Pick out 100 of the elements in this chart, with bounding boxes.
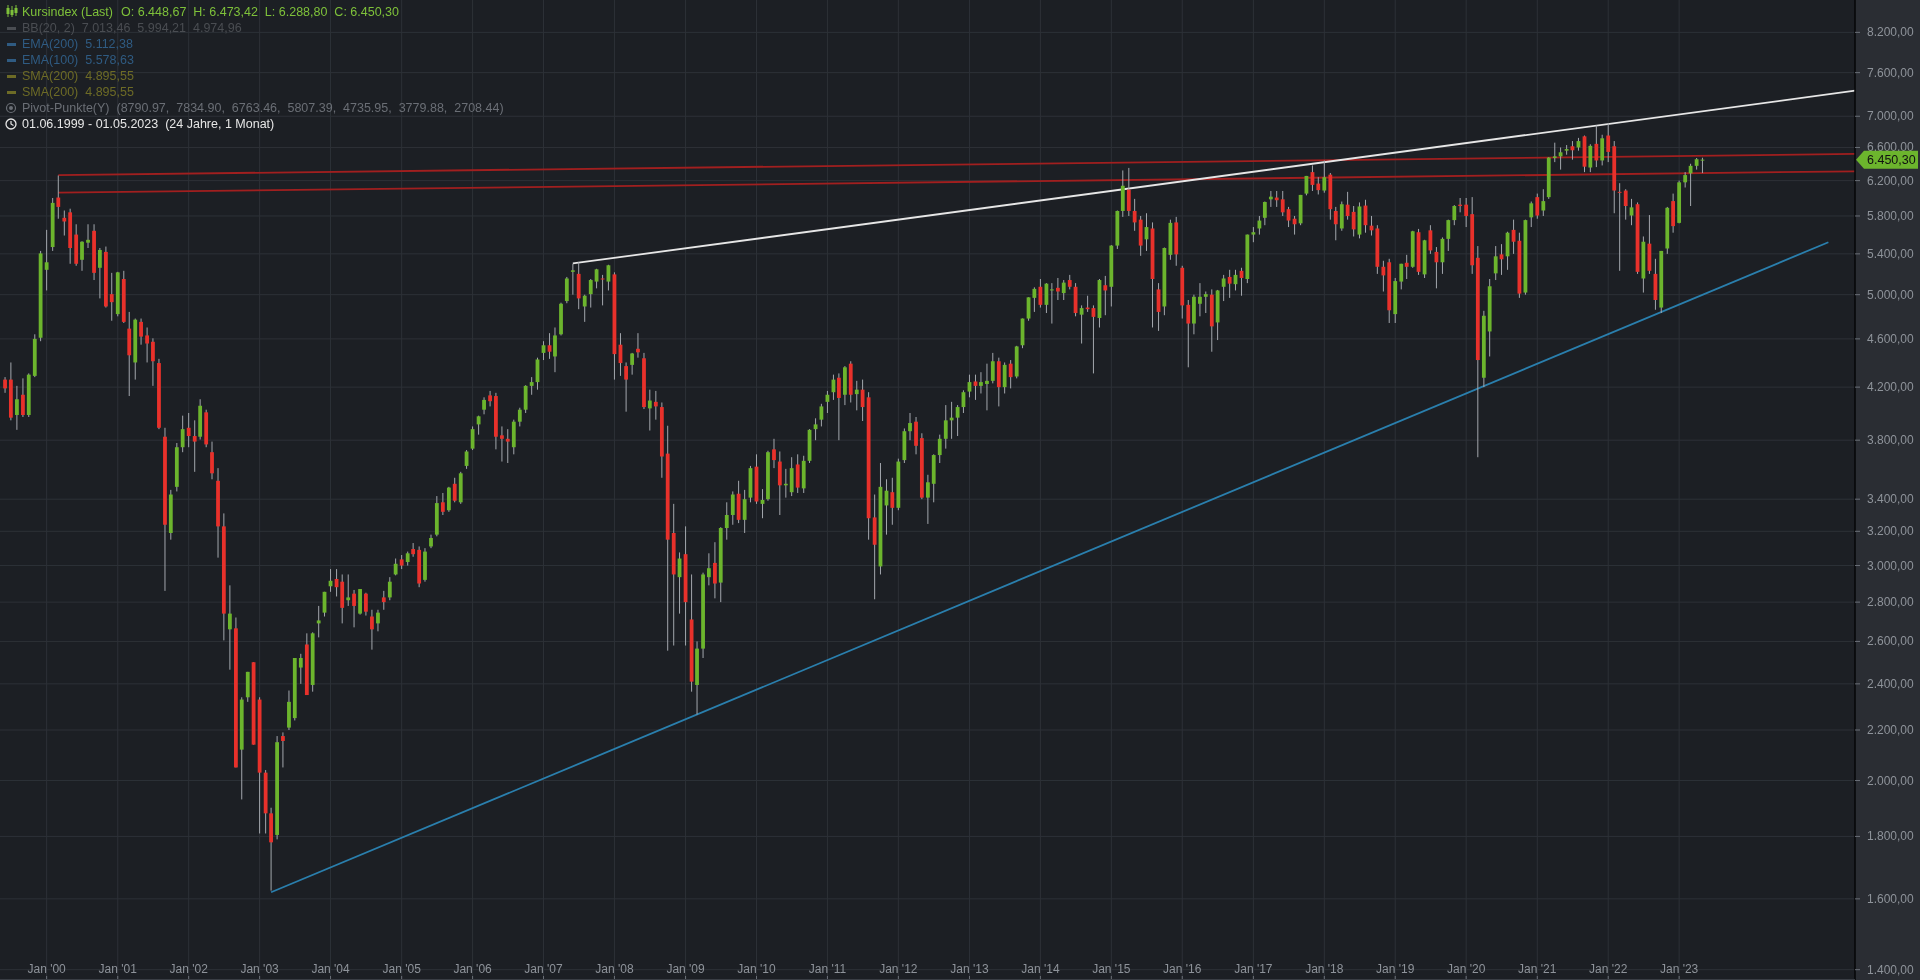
candlestick <box>316 605 321 638</box>
candlestick <box>713 541 717 599</box>
y-tick-label: 5.800,00 <box>1867 208 1915 223</box>
candlestick <box>1032 286 1037 313</box>
candlestick <box>364 592 368 617</box>
x-tick-label: Jan '22 <box>1589 962 1628 976</box>
x-tick-label: Jan '17 <box>1234 962 1273 976</box>
x-tick-label: Jan '06 <box>453 962 493 976</box>
candlestick <box>1623 188 1628 221</box>
annotation: SMA(200) 4.895,55 <box>22 69 134 83</box>
candlestick <box>985 363 989 411</box>
candlestick <box>97 247 102 299</box>
candlestick <box>564 276 569 304</box>
candlestick <box>624 361 629 413</box>
candlestick <box>56 175 61 220</box>
candlestick <box>1203 291 1208 314</box>
candlestick <box>1606 122 1611 163</box>
candlestick <box>517 407 522 427</box>
candlestick <box>1103 275 1108 316</box>
candlestick <box>1688 163 1693 207</box>
candlestick <box>1594 124 1599 168</box>
candlestick <box>440 492 445 516</box>
candlestick <box>1186 299 1191 368</box>
x-tick-label: Jan '04 <box>311 962 351 976</box>
candlestick <box>1221 274 1226 302</box>
candlestick <box>1333 206 1338 241</box>
y-tick-label: 1.800,00 <box>1867 829 1915 844</box>
candlestick <box>1552 142 1557 163</box>
candlestick <box>1351 205 1356 237</box>
candlestick <box>500 425 504 463</box>
candlestick <box>730 490 735 526</box>
y-tick-label: 1.400,00 <box>1867 962 1915 977</box>
candlestick <box>387 576 392 601</box>
candlestick <box>588 278 593 309</box>
y-tick-label: 6.600,00 <box>1867 140 1915 155</box>
candlestick <box>1126 167 1131 217</box>
candlestick <box>647 389 652 432</box>
text: 6.450,30 <box>1867 153 1916 168</box>
candlestick <box>139 318 143 346</box>
candlestick <box>15 385 19 431</box>
x-tick-label: Jan '11 <box>808 962 847 976</box>
candlestick <box>376 609 380 632</box>
candlestick <box>1055 277 1060 301</box>
candlestick <box>1322 159 1327 194</box>
candlestick <box>1132 198 1137 232</box>
x-tick-label: Jan '07 <box>524 962 563 976</box>
candlestick <box>570 263 575 296</box>
x-tick-label: Jan '05 <box>382 962 422 976</box>
candlestick <box>446 486 451 513</box>
x-tick-label: Jan '14 <box>1021 962 1060 976</box>
x-tick-label: Jan '08 <box>595 962 634 976</box>
candlestick <box>1280 190 1285 217</box>
candlestick <box>488 390 492 407</box>
annotation: SMA(200) 4.895,55 <box>22 85 134 99</box>
candlestick <box>1345 191 1350 221</box>
x-tick-label: Jan '10 <box>737 962 776 976</box>
y-tick-label: 2.000,00 <box>1867 773 1915 788</box>
candlestick <box>1399 263 1404 290</box>
candlestick <box>1600 134 1605 166</box>
y-tick-label: 7.000,00 <box>1867 109 1915 124</box>
candlestick <box>724 501 729 541</box>
candlestick <box>582 294 587 323</box>
candlestick <box>943 404 948 450</box>
candlestick <box>836 372 841 441</box>
candlestick <box>777 450 782 516</box>
chart-subtitle: O: 6.448,67 H: 6.473,42 L: 6.288,80 C: 6.450,30 <box>121 5 400 19</box>
x-tick-label: Jan '15 <box>1092 962 1131 976</box>
y-tick-label: 3.400,00 <box>1867 492 1915 507</box>
candlestick <box>44 229 49 291</box>
candlestick <box>1008 359 1013 389</box>
y-tick-label: 8.200,00 <box>1867 25 1915 40</box>
candlestick <box>908 412 912 441</box>
y-tick-label: 3.000,00 <box>1867 558 1915 573</box>
candlestick <box>505 428 510 464</box>
candlestick <box>1558 146 1563 171</box>
y-tick-label: 4.200,00 <box>1867 380 1915 395</box>
candlestick <box>227 584 232 671</box>
y-tick-label: 5.400,00 <box>1867 246 1915 261</box>
candlestick <box>1404 254 1409 280</box>
annotation: Pivot-Punkte(Y) (8790.97, 7834.90, 6763.46, 5807.39, 4735.95, 3779.88, 2708.44) <box>22 101 504 115</box>
y-tick-label: 2.400,00 <box>1867 676 1915 691</box>
candlestick <box>109 272 114 322</box>
candlestick <box>937 434 942 464</box>
candlestick <box>192 419 197 473</box>
candlestick <box>1049 282 1054 325</box>
x-tick-label: Jan '02 <box>169 962 209 976</box>
candlestick <box>151 337 155 387</box>
candlestick <box>452 477 457 503</box>
y-tick-label: 6.200,00 <box>1867 173 1915 188</box>
candlestick <box>600 274 605 306</box>
x-tick-label: Jan '00 <box>27 962 67 976</box>
y-tick-label: 2.600,00 <box>1867 634 1915 649</box>
x-tick-label: Jan '20 <box>1447 962 1486 976</box>
candlestick <box>80 240 84 272</box>
y-tick-label: 2.200,00 <box>1867 723 1915 738</box>
x-tick-label: Jan '09 <box>666 962 706 976</box>
candlestick <box>1198 282 1202 317</box>
candlestick <box>145 326 149 363</box>
y-tick-label: 2.800,00 <box>1867 595 1915 610</box>
candlestick <box>742 489 747 534</box>
